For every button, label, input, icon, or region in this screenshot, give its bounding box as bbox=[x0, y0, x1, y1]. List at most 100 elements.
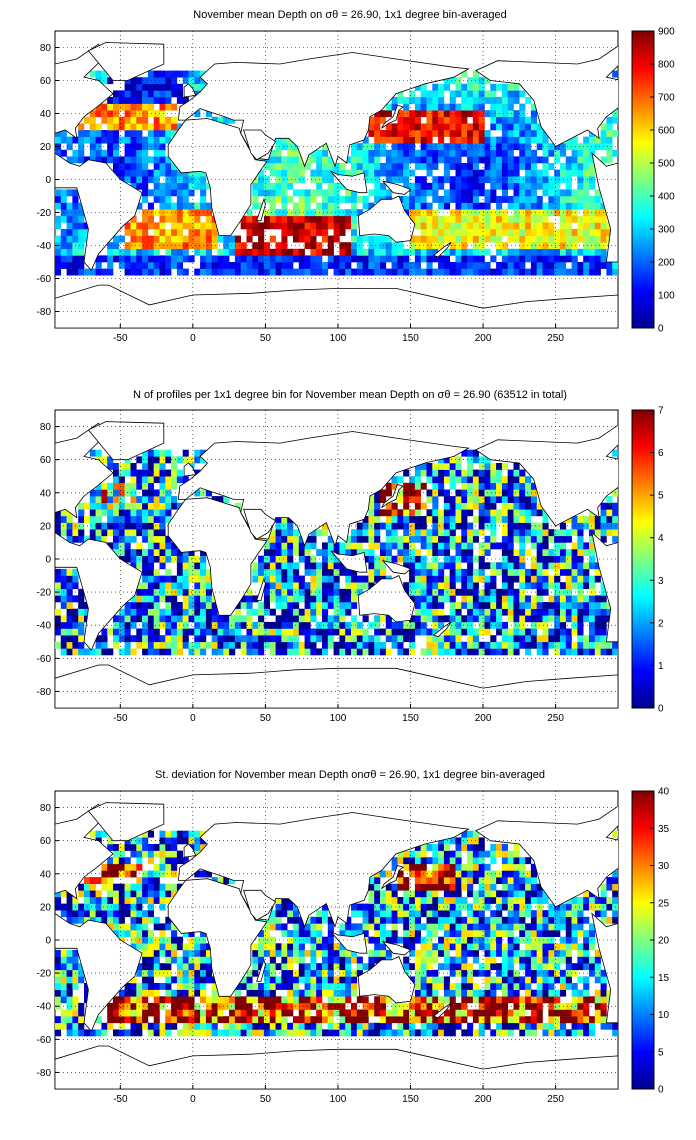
heatmap-cell bbox=[548, 602, 555, 609]
heatmap-cell bbox=[542, 215, 549, 223]
heatmap-cell bbox=[293, 562, 300, 570]
heatmap-cell bbox=[316, 996, 323, 1004]
heatmap-cell bbox=[472, 535, 479, 543]
heatmap-cell bbox=[368, 963, 375, 971]
heatmap-cell bbox=[176, 989, 183, 997]
heatmap-cell bbox=[153, 844, 160, 851]
heatmap-cell bbox=[205, 621, 212, 629]
heatmap-cell bbox=[194, 602, 201, 609]
heatmap-cell bbox=[484, 189, 491, 197]
heatmap-cell bbox=[200, 202, 207, 210]
heatmap-cell bbox=[560, 163, 567, 170]
heatmap-cell bbox=[455, 255, 462, 263]
heatmap-cell bbox=[252, 996, 259, 1004]
heatmap-cell bbox=[89, 522, 96, 530]
heatmap-cell bbox=[397, 489, 404, 497]
heatmap-cell bbox=[374, 502, 381, 510]
heatmap-cell bbox=[258, 956, 265, 964]
heatmap-cell bbox=[397, 130, 404, 137]
heatmap-cell bbox=[351, 969, 358, 977]
heatmap-cell bbox=[414, 482, 421, 490]
heatmap-cell bbox=[449, 535, 456, 543]
heatmap-cell bbox=[322, 943, 329, 951]
heatmap-cell bbox=[310, 976, 317, 984]
heatmap-cell bbox=[281, 222, 288, 230]
heatmap-cell bbox=[211, 608, 218, 616]
heatmap-cell bbox=[397, 877, 404, 884]
heatmap-cell bbox=[142, 516, 149, 523]
heatmap-cell bbox=[78, 262, 85, 269]
heatmap-cell bbox=[362, 582, 369, 590]
heatmap-cell bbox=[426, 641, 433, 649]
heatmap-cell bbox=[124, 635, 131, 643]
heatmap-cell bbox=[188, 222, 195, 230]
heatmap-cell bbox=[339, 641, 346, 649]
heatmap-cell bbox=[438, 123, 445, 131]
heatmap-cell bbox=[432, 575, 439, 583]
heatmap-cell bbox=[182, 70, 189, 78]
heatmap-cell bbox=[147, 1002, 154, 1010]
heatmap-cell bbox=[316, 248, 323, 256]
heatmap-cell bbox=[409, 648, 416, 656]
heatmap-cell bbox=[594, 189, 601, 197]
heatmap-cell bbox=[229, 1022, 236, 1030]
heatmap-cell bbox=[403, 176, 410, 184]
heatmap-cell bbox=[165, 568, 172, 576]
heatmap-cell bbox=[310, 229, 317, 236]
heatmap-cell bbox=[281, 196, 288, 203]
heatmap-cell bbox=[101, 910, 108, 918]
heatmap-cell bbox=[107, 522, 114, 530]
heatmap-cell bbox=[316, 983, 323, 990]
heatmap-cell bbox=[252, 635, 259, 643]
heatmap-cell bbox=[263, 621, 270, 629]
heatmap-cell bbox=[443, 903, 450, 911]
heatmap-cell bbox=[467, 83, 474, 91]
heatmap-cell bbox=[507, 182, 514, 190]
heatmap-cell bbox=[333, 588, 340, 596]
heatmap-cell bbox=[55, 641, 62, 649]
heatmap-cell bbox=[420, 255, 427, 263]
heatmap-cell bbox=[542, 602, 549, 609]
heatmap-cell bbox=[66, 1002, 73, 1010]
heatmap-cell bbox=[519, 568, 526, 576]
heatmap-cell bbox=[339, 169, 346, 177]
heatmap-cell bbox=[385, 635, 392, 643]
heatmap-cell bbox=[281, 202, 288, 210]
heatmap-cell bbox=[438, 621, 445, 629]
heatmap-cell bbox=[583, 222, 590, 230]
heatmap-cell bbox=[113, 635, 120, 643]
heatmap-cell bbox=[374, 628, 381, 636]
heatmap-cell bbox=[159, 502, 166, 510]
heatmap-cell bbox=[136, 248, 143, 256]
heatmap-cell bbox=[252, 989, 259, 997]
heatmap-cell bbox=[107, 529, 114, 537]
heatmap-cell bbox=[304, 963, 311, 971]
heatmap-cell bbox=[380, 1022, 387, 1030]
heatmap-cell bbox=[124, 857, 131, 865]
heatmap-cell bbox=[205, 209, 212, 217]
heatmap-cell bbox=[606, 502, 613, 510]
heatmap-cell bbox=[409, 215, 416, 223]
heatmap-cell bbox=[200, 255, 207, 263]
heatmap-cell bbox=[374, 130, 381, 137]
heatmap-cell bbox=[182, 621, 189, 629]
heatmap-cell bbox=[304, 602, 311, 609]
heatmap-cell bbox=[449, 509, 456, 517]
heatmap-cell bbox=[327, 930, 334, 937]
heatmap-cell bbox=[165, 602, 172, 609]
heatmap-cell bbox=[258, 169, 265, 177]
heatmap-cell bbox=[293, 149, 300, 157]
heatmap-cell bbox=[490, 143, 497, 151]
heatmap-cell bbox=[66, 568, 73, 576]
heatmap-cell bbox=[95, 1029, 102, 1037]
heatmap-cell bbox=[171, 956, 178, 964]
heatmap-cell bbox=[130, 262, 137, 269]
heatmap-cell bbox=[380, 248, 387, 256]
heatmap-cell bbox=[501, 110, 508, 118]
heatmap-cell bbox=[147, 529, 154, 537]
heatmap-cell bbox=[165, 956, 172, 964]
heatmap-cell bbox=[484, 509, 491, 517]
heatmap-cell bbox=[351, 268, 358, 276]
heatmap-cell bbox=[560, 582, 567, 590]
heatmap-cell bbox=[72, 916, 79, 924]
